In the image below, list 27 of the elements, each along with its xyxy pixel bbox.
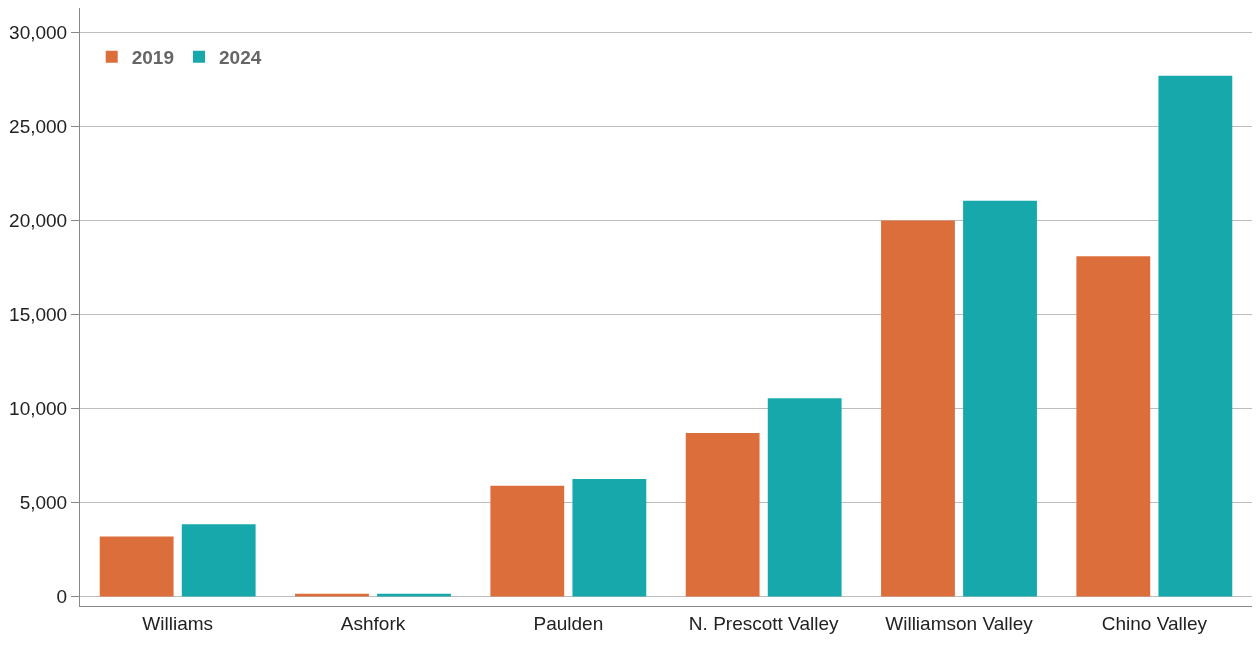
bar <box>490 485 565 597</box>
bar <box>685 432 760 597</box>
bar <box>881 220 955 597</box>
x-tick-label: N. Prescott Valley <box>688 612 839 634</box>
bar <box>99 536 174 597</box>
y-tick-label: 20,000 <box>9 210 68 232</box>
bar <box>963 200 1037 597</box>
bar <box>767 398 842 597</box>
legend-label: 2019 <box>131 47 174 69</box>
x-tick-label: Chino Valley <box>1101 612 1208 634</box>
x-tick-label: Williamson Valley <box>885 612 1034 634</box>
y-tick-label: 10,000 <box>9 398 68 420</box>
y-tick-label: 0 <box>56 586 68 608</box>
x-tick-label: Ashfork <box>340 612 406 634</box>
y-tick-label: 5,000 <box>19 492 68 514</box>
y-tick-label: 30,000 <box>9 22 68 44</box>
bar <box>181 524 256 597</box>
bar <box>1076 256 1151 597</box>
x-tick-label: Williams <box>142 612 214 634</box>
y-tick-label: 15,000 <box>9 304 68 326</box>
legend-label: 2024 <box>219 47 262 69</box>
bar <box>295 593 369 597</box>
bar <box>377 593 451 597</box>
bar <box>1158 75 1233 597</box>
bar <box>572 479 647 597</box>
y-tick-label: 25,000 <box>9 116 68 138</box>
x-tick-label: Paulden <box>533 612 604 634</box>
